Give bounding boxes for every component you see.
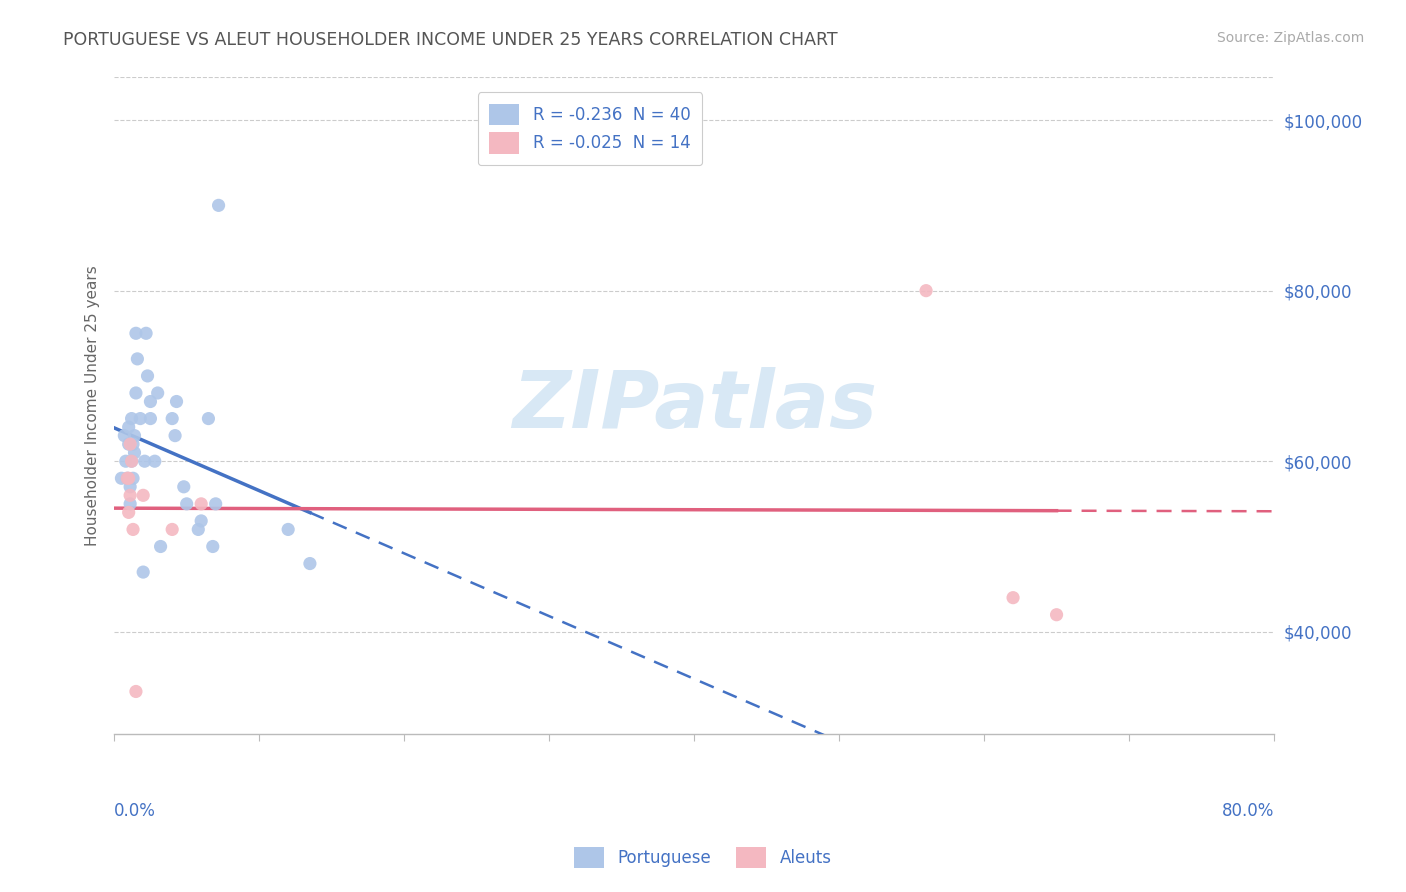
- Point: [121, 454, 143, 468]
- Point: [125, 326, 148, 341]
- Point: [110, 471, 132, 485]
- Point: [204, 497, 226, 511]
- Point: [207, 198, 229, 212]
- Point: [124, 445, 146, 459]
- Point: [112, 428, 135, 442]
- Point: [135, 326, 157, 341]
- Point: [201, 540, 224, 554]
- Y-axis label: Householder Income Under 25 years: Householder Income Under 25 years: [86, 266, 100, 546]
- Point: [120, 480, 142, 494]
- Point: [118, 505, 141, 519]
- Point: [125, 386, 148, 401]
- Point: [166, 394, 188, 409]
- Point: [125, 684, 148, 698]
- Point: [173, 480, 195, 494]
- Point: [149, 540, 172, 554]
- Point: [122, 523, 145, 537]
- Point: [139, 411, 162, 425]
- Point: [915, 284, 938, 298]
- Point: [120, 488, 142, 502]
- Legend: R = -0.236  N = 40, R = -0.025  N = 14: R = -0.236 N = 40, R = -0.025 N = 14: [478, 93, 702, 165]
- Point: [136, 368, 159, 383]
- Point: [160, 523, 183, 537]
- Text: Source: ZipAtlas.com: Source: ZipAtlas.com: [1216, 31, 1364, 45]
- Point: [190, 497, 212, 511]
- Point: [120, 437, 142, 451]
- Point: [165, 428, 187, 442]
- Point: [143, 454, 166, 468]
- Text: ZIPatlas: ZIPatlas: [512, 367, 876, 445]
- Text: 80.0%: 80.0%: [1222, 802, 1274, 821]
- Point: [298, 557, 321, 571]
- Text: 0.0%: 0.0%: [114, 802, 156, 821]
- Point: [146, 386, 169, 401]
- Point: [122, 437, 145, 451]
- Point: [277, 523, 299, 537]
- Point: [114, 454, 136, 468]
- Point: [176, 497, 198, 511]
- Point: [124, 428, 146, 442]
- Point: [115, 471, 138, 485]
- Point: [121, 411, 143, 425]
- Point: [139, 394, 162, 409]
- Point: [1002, 591, 1025, 605]
- Point: [115, 471, 138, 485]
- Point: [1045, 607, 1067, 622]
- Point: [129, 411, 152, 425]
- Text: PORTUGUESE VS ALEUT HOUSEHOLDER INCOME UNDER 25 YEARS CORRELATION CHART: PORTUGUESE VS ALEUT HOUSEHOLDER INCOME U…: [63, 31, 838, 49]
- Point: [160, 411, 183, 425]
- Point: [197, 411, 219, 425]
- Point: [132, 488, 155, 502]
- Point: [127, 351, 149, 366]
- Point: [132, 565, 155, 579]
- Point: [187, 523, 209, 537]
- Point: [118, 420, 141, 434]
- Point: [118, 437, 141, 451]
- Point: [118, 471, 141, 485]
- Point: [120, 497, 142, 511]
- Point: [121, 454, 143, 468]
- Point: [134, 454, 156, 468]
- Point: [190, 514, 212, 528]
- Legend: Portuguese, Aleuts: Portuguese, Aleuts: [568, 840, 838, 875]
- Point: [122, 471, 145, 485]
